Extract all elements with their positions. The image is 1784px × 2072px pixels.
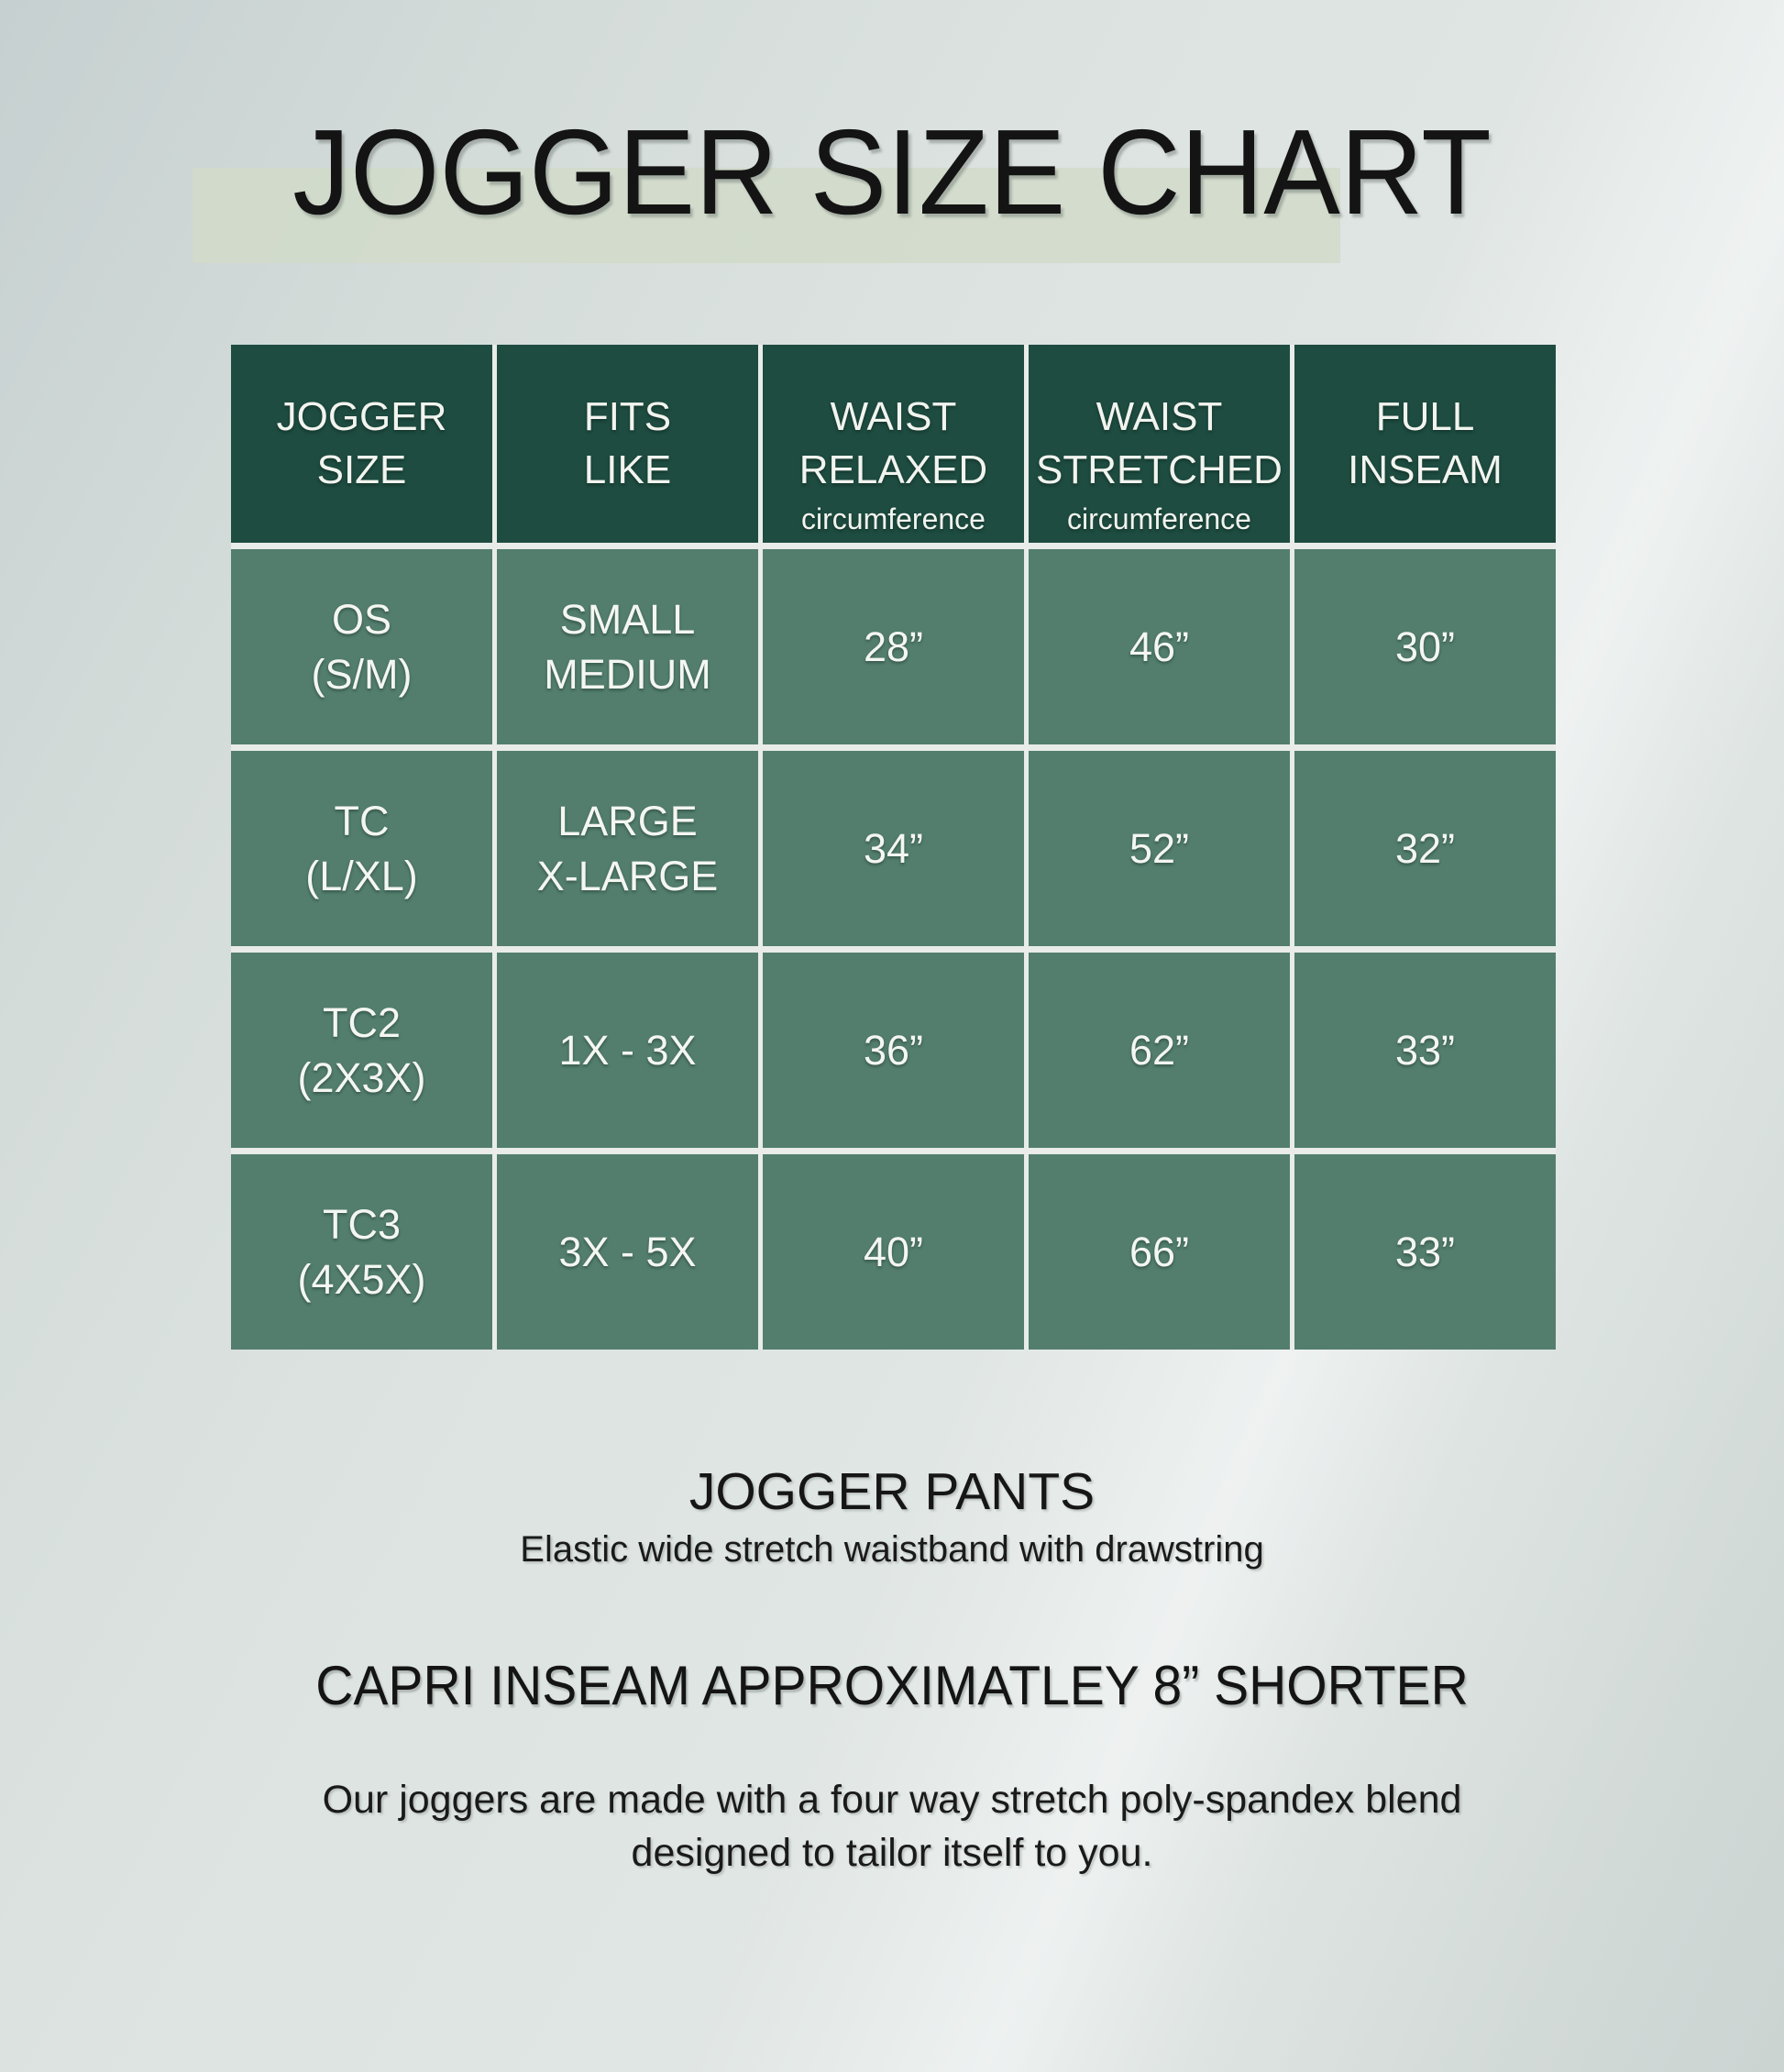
cell-text: SMALL <box>559 595 696 643</box>
cell-text: 28” <box>863 623 924 670</box>
header-line: SIZE <box>316 447 407 492</box>
column-header-waist-relaxed: WAIST RELAXED circumference <box>763 345 1024 543</box>
cell-text: TC2 <box>322 998 401 1046</box>
cell-text: LARGE <box>557 797 698 844</box>
fabric-description: Our joggers are made with a four way str… <box>0 1773 1784 1879</box>
page-title: JOGGER SIZE CHART <box>292 105 1492 239</box>
cell-text: 33” <box>1394 1026 1456 1074</box>
cell-text: 52” <box>1129 824 1190 872</box>
title-highlight-band <box>193 168 1340 263</box>
header-line: WAIST <box>1096 394 1223 439</box>
column-header-waist-stretched: WAIST STRETCHED circumference <box>1029 345 1290 543</box>
cell-text: 34” <box>863 824 924 872</box>
cell-row3-waist-stretched: 62” <box>1029 953 1290 1148</box>
cell-text: TC <box>334 797 390 844</box>
cell-text: X-LARGE <box>536 852 719 899</box>
cell-row1-waist-relaxed: 28” <box>763 549 1024 744</box>
cell-row2-waist-relaxed: 34” <box>763 751 1024 946</box>
cell-text: 30” <box>1394 623 1456 670</box>
header-line: INSEAM <box>1348 447 1503 492</box>
cell-text: (S/M) <box>311 650 413 698</box>
cell-row3-size: TC2 (2X3X) <box>231 953 492 1148</box>
cell-row3-fits: 1X - 3X <box>497 953 758 1148</box>
cell-text: 40” <box>863 1228 924 1275</box>
header-subline: circumference <box>801 502 986 535</box>
header-subline: circumference <box>1067 502 1251 535</box>
product-subheading: Elastic wide stretch waistband with draw… <box>520 1529 1264 1570</box>
cell-row2-waist-stretched: 52” <box>1029 751 1290 946</box>
size-chart-table: JOGGER SIZE FITS LIKE WAIST RELAXED circ… <box>231 345 1556 1350</box>
cell-text: 1X - 3X <box>558 1026 697 1074</box>
cell-text: 36” <box>863 1026 924 1074</box>
cell-row1-fits: SMALL MEDIUM <box>497 549 758 744</box>
header-line: RELAXED <box>798 447 988 492</box>
header-line: JOGGER <box>276 394 447 439</box>
capri-inseam-note: CAPRI INSEAM APPROXIMATLEY 8” SHORTER <box>315 1655 1469 1716</box>
cell-text: MEDIUM <box>544 650 711 698</box>
fabric-description-line2: designed to tailor itself to you. <box>631 1831 1153 1875</box>
cell-text: 33” <box>1394 1228 1456 1275</box>
cell-text: TC3 <box>322 1200 401 1248</box>
header-line: STRETCHED <box>1036 447 1283 492</box>
product-heading: JOGGER PANTS <box>688 1462 1096 1521</box>
cell-text: (2X3X) <box>297 1053 426 1101</box>
fabric-description-line1: Our joggers are made with a four way str… <box>322 1778 1462 1822</box>
column-header-jogger-size: JOGGER SIZE <box>231 345 492 543</box>
cell-row3-waist-relaxed: 36” <box>763 953 1024 1148</box>
cell-row1-waist-stretched: 46” <box>1029 549 1290 744</box>
cell-row4-waist-relaxed: 40” <box>763 1154 1024 1350</box>
column-header-full-inseam: FULL INSEAM <box>1294 345 1556 543</box>
header-line: LIKE <box>583 447 672 492</box>
cell-row4-waist-stretched: 66” <box>1029 1154 1290 1350</box>
cell-row4-size: TC3 (4X5X) <box>231 1154 492 1350</box>
cell-text: (4X5X) <box>297 1255 426 1303</box>
cell-row1-full-inseam: 30” <box>1294 549 1556 744</box>
cell-text: 3X - 5X <box>558 1228 697 1275</box>
cell-text: OS <box>331 595 392 643</box>
cell-text: 66” <box>1129 1228 1190 1275</box>
cell-row4-full-inseam: 33” <box>1294 1154 1556 1350</box>
cell-row4-fits: 3X - 5X <box>497 1154 758 1350</box>
cell-text: (L/XL) <box>305 852 418 899</box>
cell-row1-size: OS (S/M) <box>231 549 492 744</box>
cell-row3-full-inseam: 33” <box>1294 953 1556 1148</box>
cell-text: 32” <box>1394 824 1456 872</box>
cell-row2-size: TC (L/XL) <box>231 751 492 946</box>
header-line: FULL <box>1375 394 1475 439</box>
cell-text: 62” <box>1129 1026 1190 1074</box>
header-line: WAIST <box>830 394 957 439</box>
cell-row2-fits: LARGE X-LARGE <box>497 751 758 946</box>
cell-text: 46” <box>1129 623 1190 670</box>
header-line: FITS <box>583 394 672 439</box>
column-header-fits-like: FITS LIKE <box>497 345 758 543</box>
cell-row2-full-inseam: 32” <box>1294 751 1556 946</box>
